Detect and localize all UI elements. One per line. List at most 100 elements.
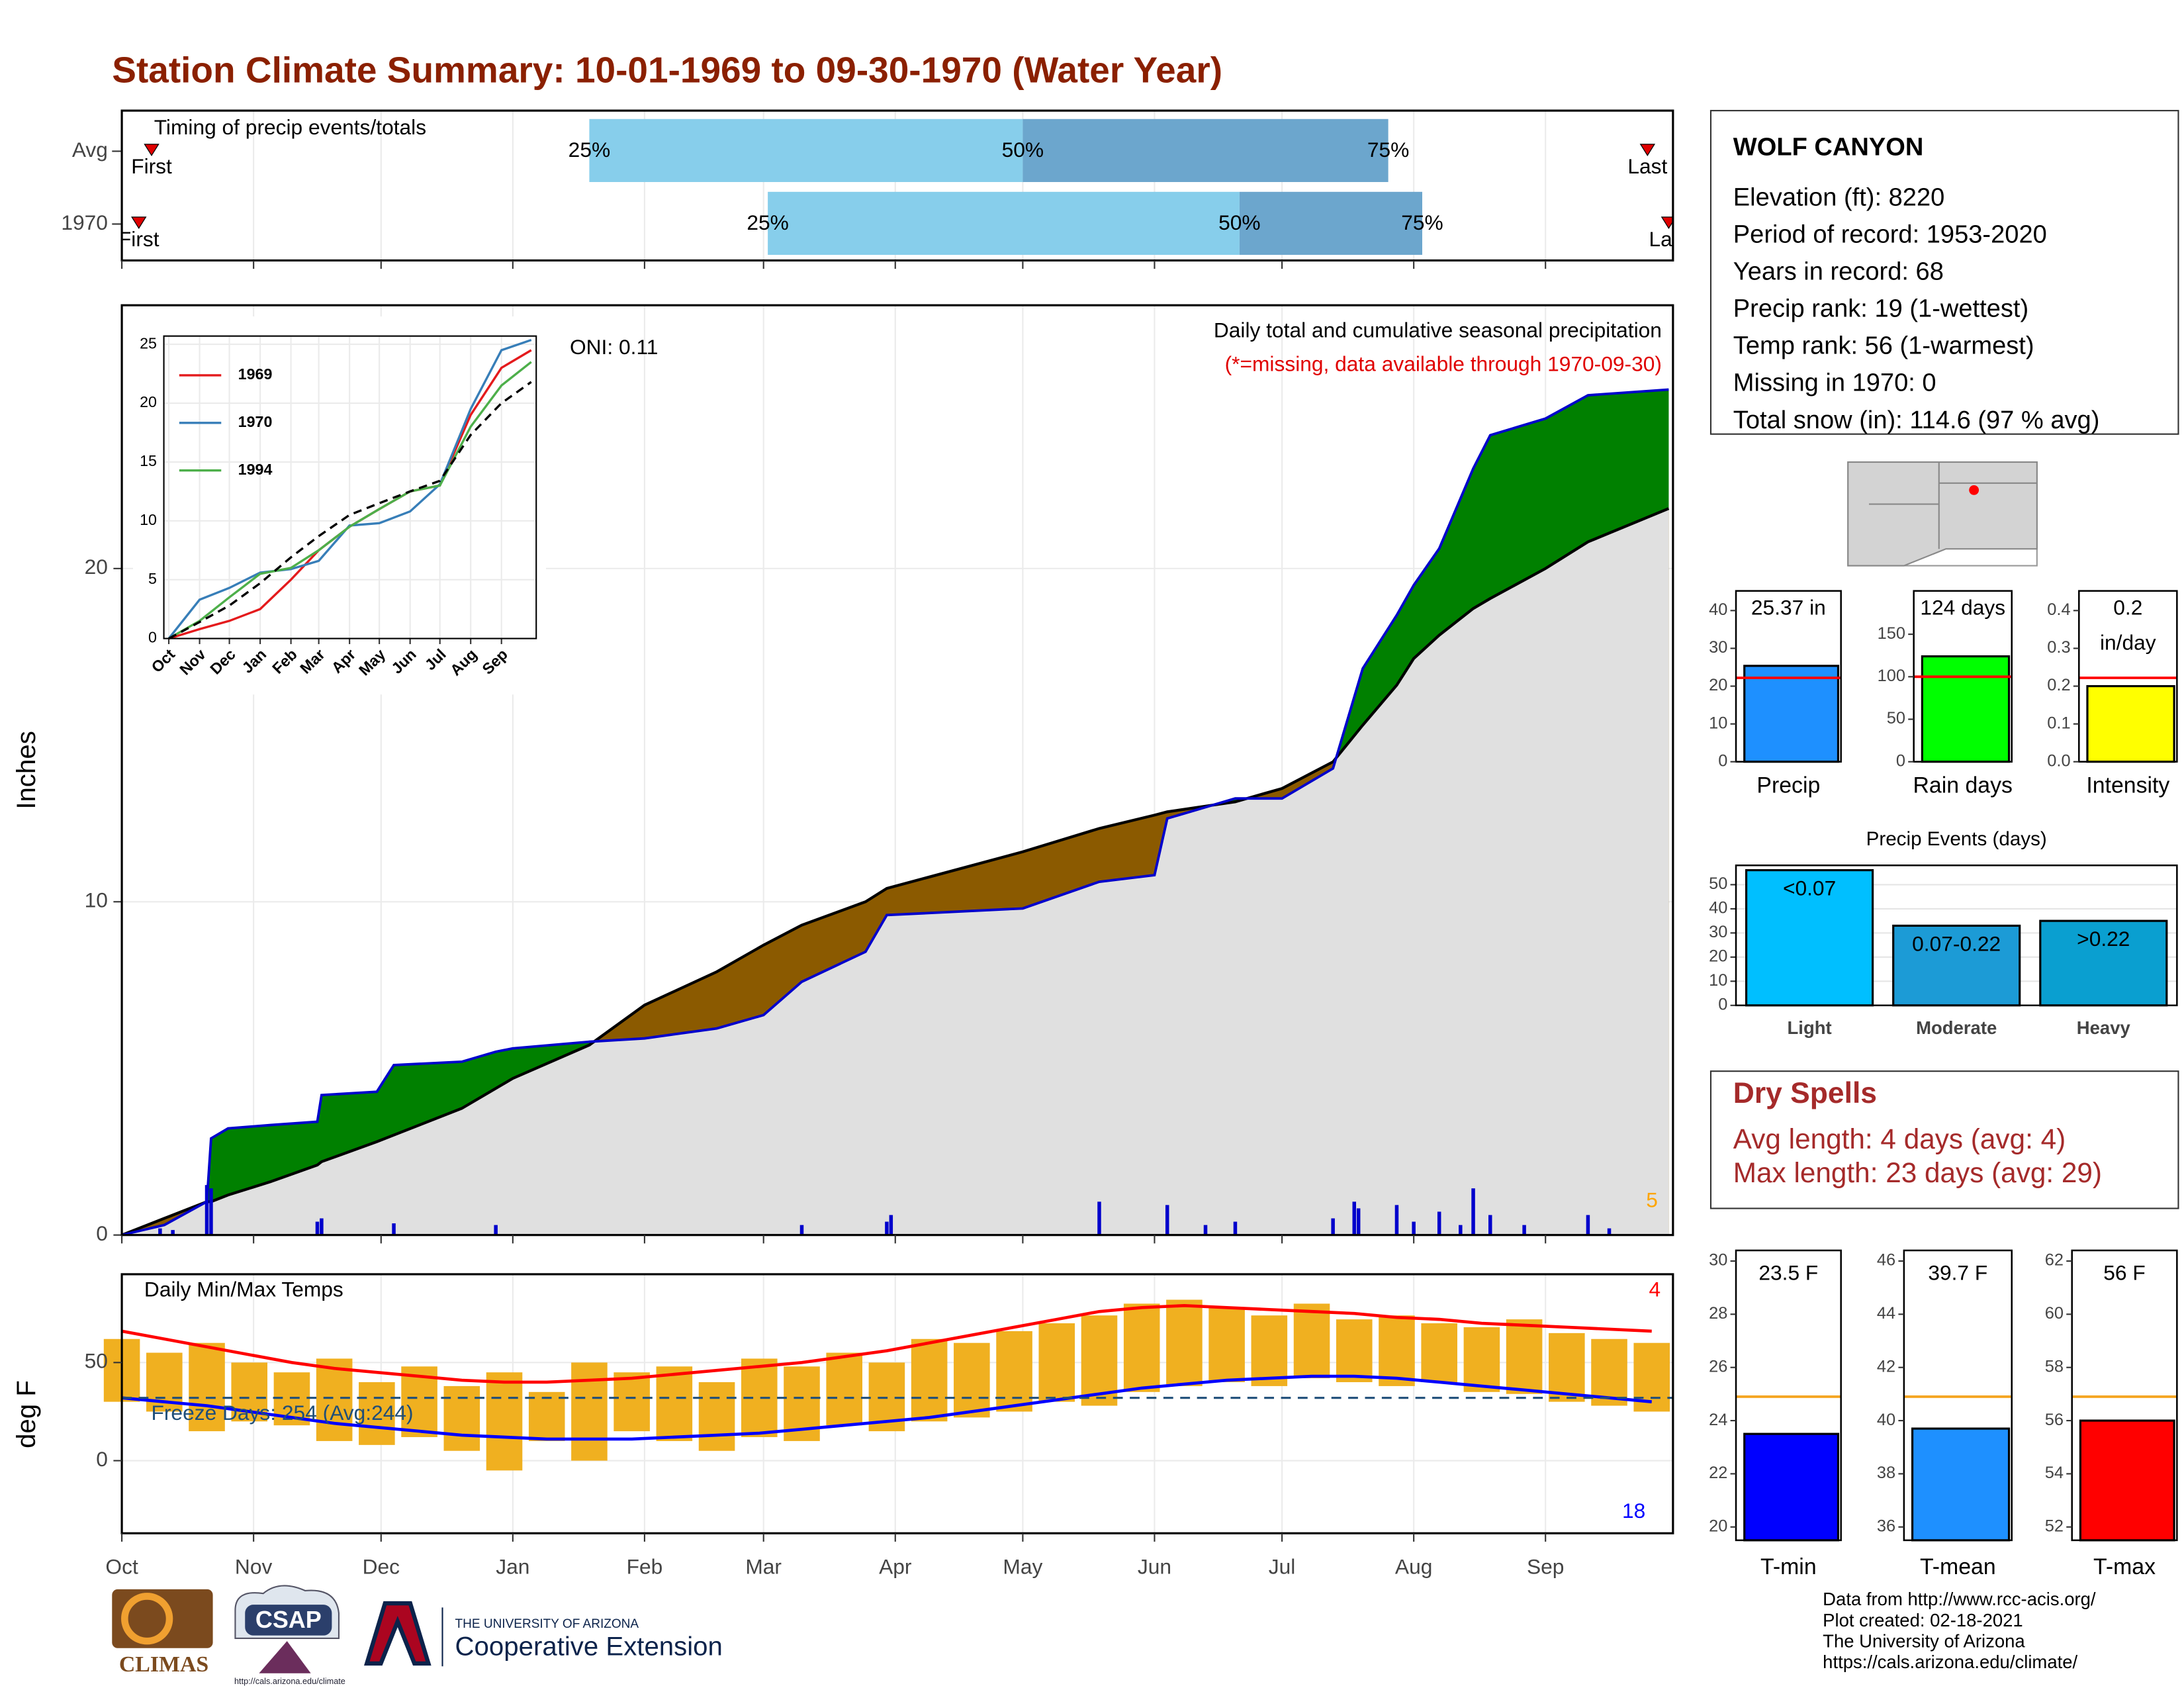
timing-marker-label: First	[118, 227, 159, 251]
station-line: Total snow (in): 114.6 (97 % avg)	[1733, 406, 2100, 434]
panel-frame	[1735, 864, 2178, 1007]
freeze-label: Freeze Days: 254 (Avg:244)	[152, 1401, 414, 1425]
y-tick-label: 10	[85, 888, 108, 912]
quantile-label: 75%	[1367, 138, 1409, 162]
y-tick-label: 40	[1709, 600, 1727, 619]
temp-range-bar	[1463, 1327, 1500, 1392]
climas-logo-ring	[121, 1593, 173, 1645]
bar	[1743, 665, 1840, 763]
temp-range-bar	[316, 1358, 353, 1441]
temp-range-bar	[614, 1372, 650, 1432]
value-label: >0.22	[2077, 927, 2130, 951]
y-tick-label: 38	[1877, 1464, 1895, 1482]
y-tick-label: 0	[1718, 995, 1727, 1013]
csap-mountain	[259, 1641, 311, 1673]
timing-marker	[144, 144, 159, 156]
value-label: 56 F	[2103, 1260, 2145, 1284]
logos: CLIMAS CSAP http://cals.arizona.edu/clim…	[112, 1585, 723, 1686]
y-tick-label: 20	[1709, 947, 1727, 966]
daily-precip-bar	[1097, 1201, 1101, 1235]
legend-label: 1969	[238, 365, 273, 383]
y-tick-label: 22	[1709, 1464, 1727, 1482]
y-tick-label: 20	[1709, 1517, 1727, 1535]
y-tick-label: 36	[1877, 1517, 1895, 1535]
panel-frame	[2071, 1249, 2178, 1542]
map-land	[1847, 461, 2038, 567]
timing-marker	[131, 216, 147, 229]
series-line	[168, 381, 532, 640]
y-tick-label: 54	[2045, 1464, 2064, 1482]
y-tick-label: 0.1	[2047, 714, 2070, 732]
panel-frame	[120, 304, 1674, 1237]
row-label: 1970	[61, 211, 108, 234]
y-tick-label: 0	[1896, 751, 1905, 770]
y-tick-label: 20	[1709, 676, 1727, 694]
y-tick-label: 0	[96, 1221, 108, 1245]
y-tick-label: 20	[85, 555, 108, 579]
dry-spells-title: Dry Spells	[1733, 1077, 1877, 1109]
temp-range-bar	[1038, 1323, 1075, 1402]
y-tick-label: 0	[148, 629, 157, 646]
panel-frame	[120, 1273, 1674, 1534]
daily-precip-bar	[1488, 1215, 1492, 1235]
x-tick-label: Jan	[496, 1555, 529, 1579]
y-axis-label: Inches	[11, 731, 41, 809]
y-tick-label: 50	[85, 1349, 108, 1373]
daily-precip-bar	[799, 1225, 804, 1235]
y-tick-label: 0.3	[2047, 638, 2070, 657]
panel-frame	[120, 109, 1674, 262]
x-tick-label: Apr	[879, 1555, 912, 1579]
station-name: WOLF CANYON	[1733, 133, 1924, 161]
daily-precip-bar	[1437, 1211, 1441, 1235]
bar	[2039, 919, 2168, 1007]
x-tick-label: Nov	[235, 1555, 273, 1579]
x-tick-label: Aug	[1395, 1555, 1432, 1579]
timing-bar	[768, 191, 1240, 255]
temp-range-bar	[1251, 1315, 1288, 1386]
climas-logo-mark	[112, 1589, 213, 1648]
count-label: 5	[1646, 1188, 1658, 1211]
value-label: 0.07-0.22	[1912, 931, 2001, 955]
quantile-label: 25%	[747, 211, 788, 234]
x-tick-label: Light	[1788, 1017, 1832, 1038]
timing-title: Timing of precip events/totals	[154, 115, 426, 139]
daily-precip-bar	[1607, 1228, 1612, 1235]
dry-spells-line: Avg length: 4 days (avg: 4)	[1733, 1123, 2066, 1154]
daily-precip-bar	[1356, 1208, 1361, 1235]
base-area	[122, 508, 1669, 1235]
value-label: 0.2	[2113, 596, 2142, 620]
daily-precip-bar	[315, 1221, 320, 1235]
y-tick-label: 58	[2045, 1357, 2064, 1376]
y-tick-label: 28	[1709, 1304, 1727, 1323]
chart-title: Daily total and cumulative seasonal prec…	[1214, 318, 1662, 342]
y-tick-label: 24	[1709, 1411, 1727, 1429]
temp-range-bar	[1123, 1303, 1160, 1392]
category-label: Intensity	[2086, 773, 2169, 798]
y-tick-label: 56	[2045, 1411, 2064, 1429]
panel-frame	[2078, 590, 2178, 763]
temp-range-bar	[359, 1382, 395, 1445]
category-label: T-max	[2093, 1554, 2156, 1579]
y-tick-label: 50	[1709, 874, 1727, 893]
x-tick-label: Heavy	[2077, 1017, 2131, 1038]
y-tick-label: 10	[1709, 714, 1727, 732]
climas-logo-text: CLIMAS	[119, 1652, 208, 1677]
annotation: ONI: 0.11	[570, 335, 658, 359]
x-tick-label: Jul	[1269, 1555, 1296, 1579]
x-tick-label: May	[1003, 1555, 1042, 1579]
panel-frame	[1735, 590, 1842, 763]
x-tick-label: Oct	[105, 1555, 138, 1579]
locator-map	[1847, 461, 2038, 567]
footer-line: Plot created: 02-18-2021	[1823, 1610, 2023, 1630]
y-tick-label: 0.4	[2047, 600, 2070, 619]
temp-range-bar	[1379, 1315, 1415, 1386]
timing-marker-label: Last	[1649, 227, 1688, 251]
daily-precip-bar	[1331, 1218, 1335, 1235]
y-tick-label: 0.0	[2047, 751, 2070, 770]
y-tick-label: 60	[2045, 1304, 2064, 1323]
daily-precip-bar	[494, 1225, 498, 1235]
panel-frame	[1735, 1249, 1842, 1542]
temp-range-bar	[443, 1385, 480, 1451]
legend-label: 1970	[238, 413, 273, 430]
